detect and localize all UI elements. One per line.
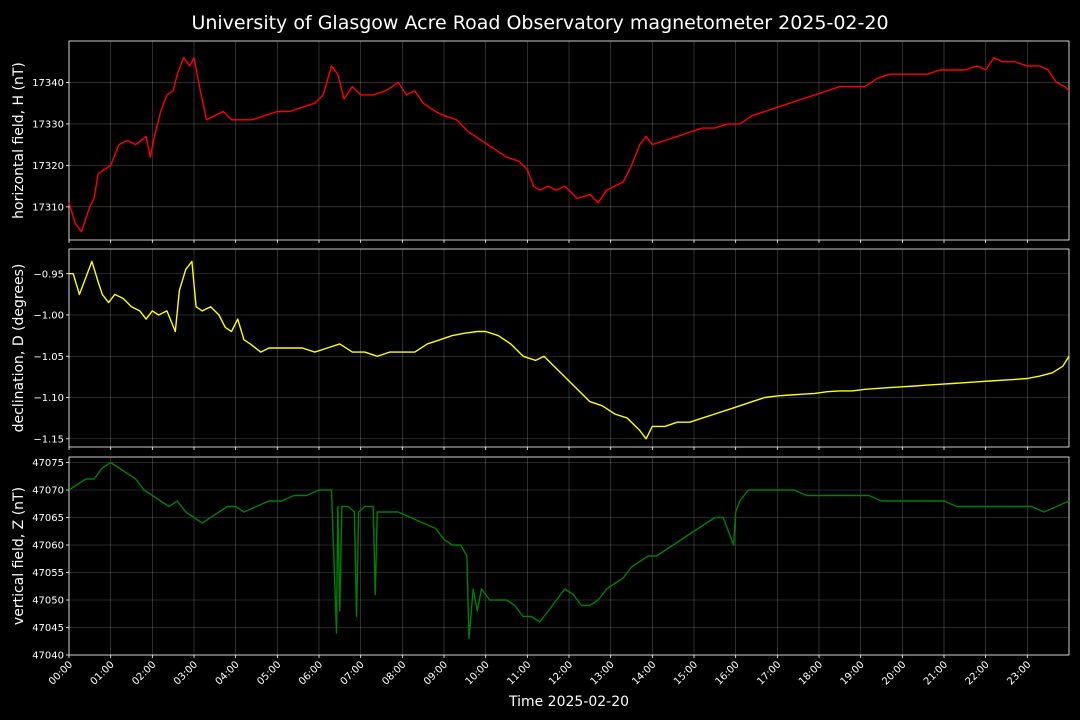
declination-plot-frame [68, 248, 1070, 448]
x-tick-label: 20:00 [880, 659, 908, 687]
y-tick-label: 47045 [32, 623, 64, 634]
x-tick-label: 21:00 [922, 659, 950, 687]
chart-title: University of Glasgow Acre Road Observat… [191, 12, 888, 34]
x-tick-label: 09:00 [422, 659, 450, 687]
y-tick-label: 17310 [32, 202, 64, 213]
y-tick-label: 17320 [32, 161, 64, 172]
x-tick-label: 23:00 [1005, 659, 1033, 687]
x-tick-label: 04:00 [214, 659, 242, 687]
x-tick-label: 19:00 [839, 659, 867, 687]
x-axis-ticks: 00:00 01:00 02:00 03:00 04:00 05:00 06:00 07:00… [47, 659, 1033, 687]
x-tick-label: 06:00 [297, 659, 325, 687]
y-tick-label: 17340 [32, 78, 64, 89]
vertical-field-y-axis-label: vertical field, Z (nT) [11, 487, 27, 625]
chart-panels: 17310 17320 17330 17340 horizontal field, H … [11, 40, 1070, 662]
y-tick-label: 47070 [32, 486, 64, 497]
x-tick-label: 13:00 [589, 659, 617, 687]
x-tick-label: 08:00 [380, 659, 408, 687]
y-tick-label: −1.15 [33, 434, 64, 445]
y-tick-label: −1.10 [33, 393, 64, 404]
x-tick-label: 05:00 [255, 659, 283, 687]
x-tick-label: 07:00 [339, 659, 367, 687]
x-tick-label: 01:00 [89, 659, 117, 687]
y-tick-label: −0.95 [33, 269, 64, 280]
declination-panel: −0.95 −1.00 −1.05 −1.10 −1.15 declination, D … [11, 248, 1070, 450]
x-tick-label: 00:00 [47, 659, 75, 687]
x-tick-label: 02:00 [130, 659, 158, 687]
x-axis-label: Time 2025-02-20 [508, 694, 629, 710]
x-tick-label: 10:00 [464, 659, 492, 687]
vertical-field-plot-frame [68, 456, 1070, 656]
y-tick-label: 47040 [32, 651, 64, 662]
horizontal-field-y-axis-label: horizontal field, H (nT) [11, 62, 27, 219]
y-tick-label: 47065 [32, 513, 64, 524]
x-tick-label: 03:00 [172, 659, 200, 687]
x-tick-label: 18:00 [797, 659, 825, 687]
y-tick-label: 47060 [32, 541, 64, 552]
x-tick-label: 17:00 [755, 659, 783, 687]
y-tick-label: 17330 [32, 119, 64, 130]
x-tick-label: 22:00 [964, 659, 992, 687]
x-tick-label: 14:00 [630, 659, 658, 687]
vertical-field-series-line [68, 461, 1070, 640]
declination-y-axis-label: declination, D (degrees) [11, 264, 27, 433]
x-tick-label: 11:00 [505, 659, 533, 687]
y-tick-label: 47055 [32, 568, 64, 579]
vertical-field-panel: 47040 47045 47050 47055 47060 47065 47070 47075… [11, 456, 1070, 662]
y-tick-label: 47075 [32, 458, 64, 469]
x-tick-label: 12:00 [547, 659, 575, 687]
declination-series-line [69, 260, 1070, 440]
x-tick-label: 15:00 [672, 659, 700, 687]
horizontal-field-series-line [68, 56, 1070, 233]
y-tick-label: 47050 [32, 596, 64, 607]
y-tick-label: −1.00 [33, 311, 64, 322]
x-tick-label: 16:00 [714, 659, 742, 687]
horizontal-field-panel: 17310 17320 17330 17340 horizontal field, H … [11, 40, 1070, 243]
y-tick-label: −1.05 [33, 352, 64, 363]
